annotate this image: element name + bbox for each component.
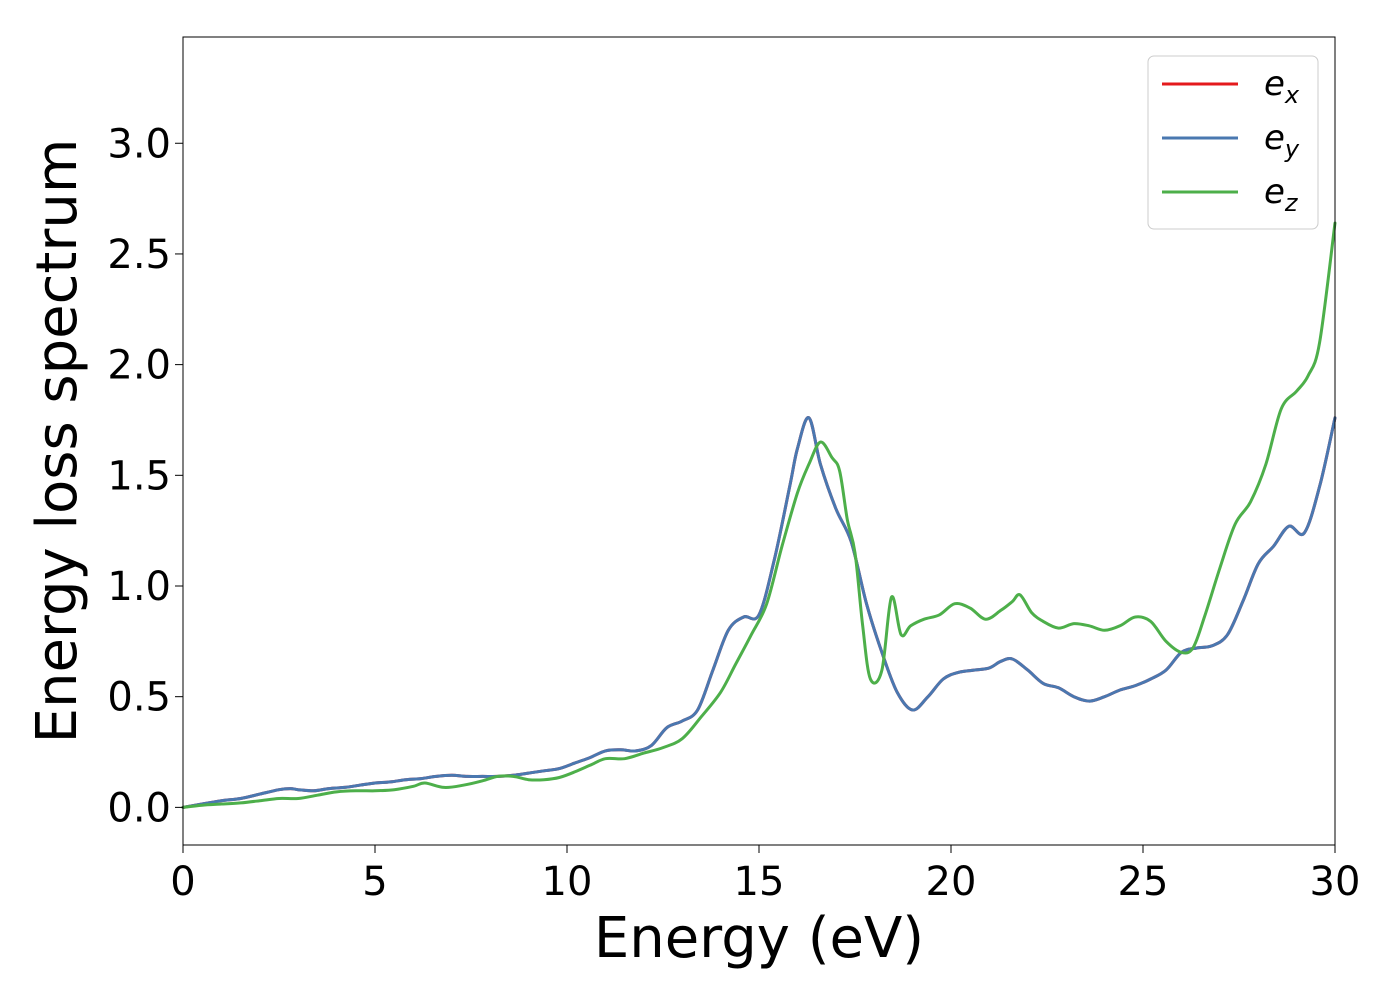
x-ticks: 0 5 10 15 20 25 30: [170, 845, 1360, 905]
legend-label-e-x: ex: [1264, 64, 1300, 109]
series-line-e-y: [181, 416, 1337, 809]
x-tick-label: 10: [542, 859, 593, 905]
y-tick-label: 2.0: [107, 343, 171, 389]
x-tick-label: 5: [362, 859, 387, 905]
x-tick-label: 30: [1310, 859, 1361, 905]
legend-label-e-z: ez: [1264, 172, 1299, 217]
y-tick-label: 0.5: [107, 675, 171, 721]
legend: ex ey ez: [1147, 55, 1319, 230]
y-axis-label: Energy loss spectrum: [25, 139, 90, 744]
x-tick-label: 20: [926, 859, 977, 905]
y-tick-label: 2.5: [107, 232, 171, 278]
y-tick-label: 0.0: [107, 785, 171, 831]
x-tick-label: 25: [1118, 859, 1169, 905]
series-layer: [181, 221, 1337, 809]
legend-label-e-y: ey: [1264, 118, 1300, 163]
y-tick-label: 3.0: [107, 121, 171, 167]
x-tick-label: 15: [734, 859, 785, 905]
x-tick-label: 0: [170, 859, 195, 905]
legend-box: [1147, 55, 1319, 230]
x-axis-label: Energy (eV): [594, 906, 924, 971]
legend-items: ex ey ez: [1162, 64, 1300, 217]
y-ticks: 0.0 0.5 1.0 1.5 2.0 2.5 3.0: [107, 121, 183, 831]
series-line-e-z: [181, 221, 1337, 809]
y-tick-label: 1.0: [107, 564, 171, 610]
y-tick-label: 1.5: [107, 453, 171, 499]
